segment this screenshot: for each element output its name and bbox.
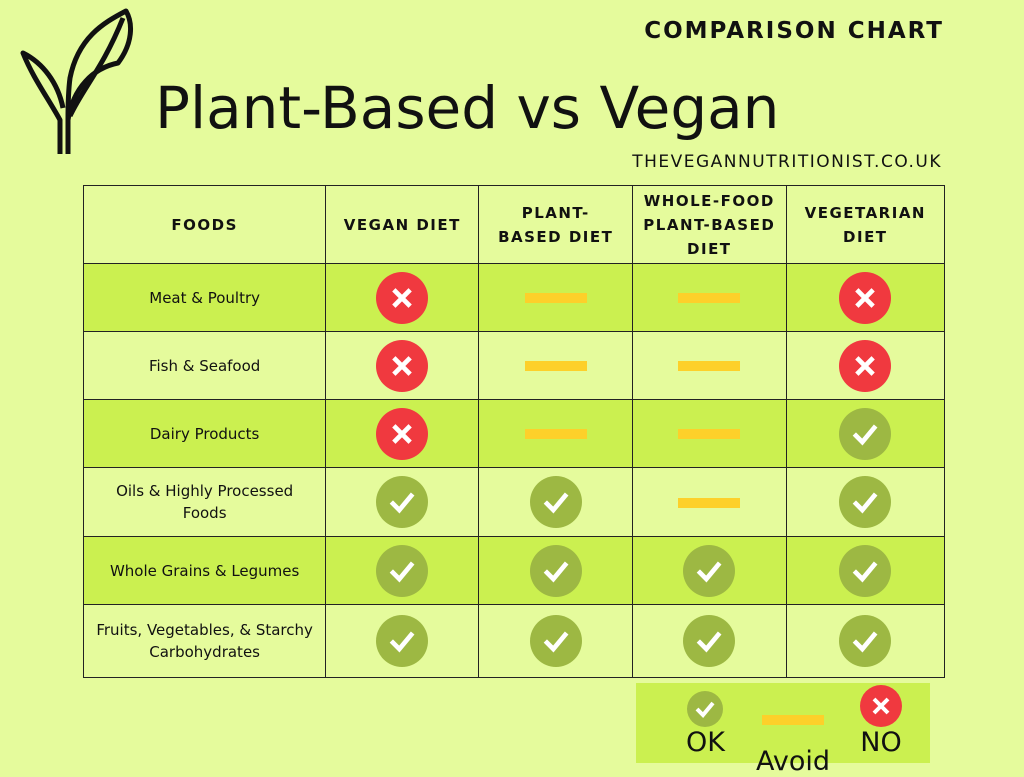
status-cell-avoid bbox=[478, 399, 634, 468]
legend-avoid-label: Avoid bbox=[756, 746, 831, 777]
status-cell-ok bbox=[785, 467, 946, 537]
table-row: Whole Grains & Legumes bbox=[82, 536, 946, 605]
food-cell: Fruits, Vegetables, & Starchy Carbohydra… bbox=[82, 604, 327, 678]
food-cell: Dairy Products bbox=[82, 399, 327, 468]
check-icon bbox=[683, 544, 736, 597]
dash-icon bbox=[524, 429, 587, 439]
status-cell-ok bbox=[478, 604, 634, 678]
check-icon bbox=[839, 615, 892, 667]
col-header-whole-food: WHOLE-FOOD PLANT-BASED DIET bbox=[632, 185, 787, 264]
food-cell: Oils & Highly Processed Foods bbox=[82, 467, 327, 537]
status-cell-no bbox=[325, 263, 480, 332]
legend-no-label: NO bbox=[860, 727, 902, 758]
check-icon bbox=[376, 544, 429, 597]
check-icon bbox=[529, 476, 582, 528]
legend-ok-label: OK bbox=[686, 727, 725, 758]
status-cell-ok bbox=[325, 536, 480, 605]
status-cell-no bbox=[785, 331, 946, 400]
status-cell-avoid bbox=[478, 263, 634, 332]
table-row: Oils & Highly Processed Foods bbox=[82, 467, 946, 537]
status-cell-ok bbox=[325, 467, 480, 537]
website-label: THEVEGANNUTRITIONIST.CO.UK bbox=[632, 152, 942, 172]
table-row: Dairy Products bbox=[82, 399, 946, 468]
dash-icon bbox=[762, 714, 825, 725]
status-cell-ok bbox=[325, 604, 480, 678]
col-header-plant-based: PLANT-BASED DIET bbox=[478, 185, 634, 264]
x-icon bbox=[376, 271, 429, 324]
status-cell-ok bbox=[785, 536, 946, 605]
status-cell-avoid bbox=[632, 263, 787, 332]
table-row: Meat & Poultry bbox=[82, 263, 946, 332]
legend: OK Avoid NO bbox=[636, 683, 930, 777]
x-icon bbox=[839, 271, 892, 324]
table-row: Fruits, Vegetables, & Starchy Carbohydra… bbox=[82, 604, 946, 678]
comparison-table: FOODS VEGAN DIET PLANT-BASED DIET WHOLE-… bbox=[82, 185, 946, 678]
status-cell-avoid bbox=[632, 399, 787, 468]
status-cell-ok bbox=[478, 536, 634, 605]
check-icon bbox=[839, 544, 892, 597]
status-cell-ok bbox=[785, 604, 946, 678]
status-cell-avoid bbox=[632, 467, 787, 537]
x-icon bbox=[376, 407, 429, 460]
dash-icon bbox=[678, 429, 741, 439]
check-icon bbox=[529, 615, 582, 667]
table-row: Fish & Seafood bbox=[82, 331, 946, 400]
check-icon bbox=[687, 691, 724, 727]
x-icon bbox=[839, 339, 892, 392]
food-cell: Fish & Seafood bbox=[82, 331, 327, 400]
x-icon bbox=[860, 685, 902, 727]
status-cell-ok bbox=[632, 536, 787, 605]
legend-avoid: Avoid bbox=[756, 703, 830, 777]
x-icon bbox=[376, 339, 429, 392]
leaf-logo-icon bbox=[20, 8, 133, 154]
food-cell: Meat & Poultry bbox=[82, 263, 327, 332]
check-icon bbox=[376, 615, 429, 667]
check-icon bbox=[839, 407, 892, 460]
legend-ok: OK bbox=[686, 691, 725, 758]
check-icon bbox=[683, 615, 736, 667]
status-cell-no bbox=[325, 331, 480, 400]
check-icon bbox=[376, 476, 429, 528]
dash-icon bbox=[524, 293, 587, 303]
status-cell-ok bbox=[478, 467, 634, 537]
dash-icon bbox=[678, 497, 741, 508]
status-cell-avoid bbox=[632, 331, 787, 400]
col-header-vegan: VEGAN DIET bbox=[325, 185, 480, 264]
status-cell-no bbox=[785, 263, 946, 332]
dash-icon bbox=[524, 361, 587, 371]
col-header-vegetarian: VEGETARIAN DIET bbox=[785, 185, 946, 264]
dash-icon bbox=[678, 361, 741, 371]
legend-no: NO bbox=[860, 685, 902, 758]
status-cell-no bbox=[325, 399, 480, 468]
page-title: Plant-Based vs Vegan bbox=[155, 74, 780, 142]
check-icon bbox=[529, 544, 582, 597]
header-row: FOODS VEGAN DIET PLANT-BASED DIET WHOLE-… bbox=[82, 185, 946, 264]
status-cell-ok bbox=[632, 604, 787, 678]
kicker-label: COMPARISON CHART bbox=[644, 18, 944, 44]
status-cell-avoid bbox=[478, 331, 634, 400]
dash-icon bbox=[678, 293, 741, 303]
col-header-foods: FOODS bbox=[82, 185, 327, 264]
food-cell: Whole Grains & Legumes bbox=[82, 536, 327, 605]
check-icon bbox=[839, 476, 892, 528]
status-cell-ok bbox=[785, 399, 946, 468]
